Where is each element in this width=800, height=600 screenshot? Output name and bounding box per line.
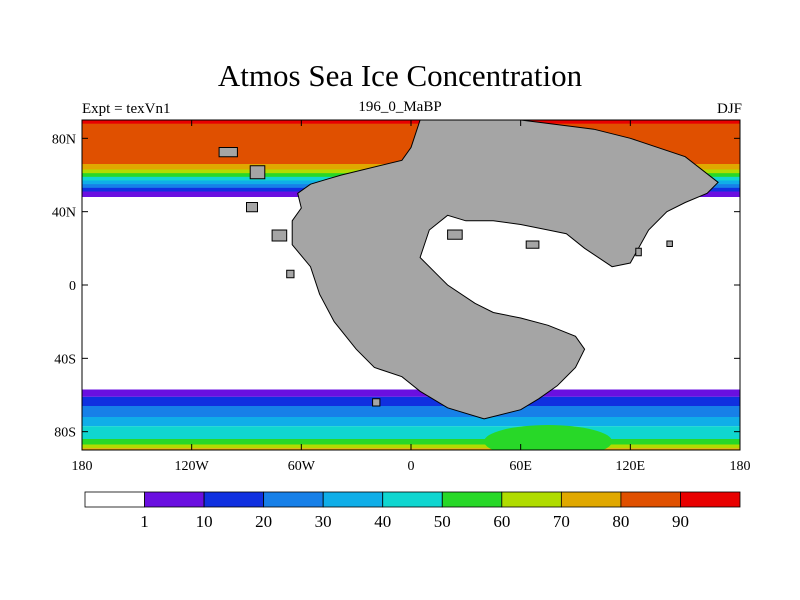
island	[666, 240, 673, 247]
island	[286, 269, 295, 279]
x-tick-label: 60E	[509, 459, 532, 474]
colorbar-label: 60	[493, 512, 510, 531]
x-tick-label: 180	[730, 459, 751, 474]
colorbar-segment	[501, 491, 562, 508]
map-axes: 180 120W 60W 0 60E 120E 180 80N 40N 0 40S 80S	[52, 119, 751, 474]
y-tick-label: 80N	[52, 132, 76, 147]
island	[525, 240, 540, 249]
x-tick-label: 120E	[616, 459, 646, 474]
colorbar-label: 40	[374, 512, 391, 531]
island	[246, 202, 258, 213]
colorbar-segment	[441, 491, 503, 508]
colorbar-label: 30	[315, 512, 332, 531]
colorbar-segment	[680, 491, 741, 508]
island	[271, 229, 288, 242]
colorbar-label: 70	[553, 512, 570, 531]
island	[635, 247, 642, 257]
colorbar-label: 1	[140, 512, 149, 531]
south-ice-band	[82, 396, 740, 406]
experiment-label: Expt = texVn1	[82, 101, 171, 117]
colorbar-segment	[560, 491, 622, 508]
x-tick-label: 60W	[288, 459, 316, 474]
x-tick-label: 0	[408, 459, 415, 474]
colorbar-segment	[263, 491, 324, 508]
y-tick-label: 40S	[54, 352, 76, 367]
south-ice-band	[82, 389, 740, 397]
colorbar-segment	[84, 491, 145, 508]
colorbar-segment	[322, 491, 384, 508]
island	[372, 398, 381, 407]
season-label: DJF	[716, 101, 742, 117]
south-ice-band	[82, 417, 740, 427]
colorbar-label: 90	[672, 512, 689, 531]
x-tick-label: 180	[72, 459, 93, 474]
colorbar-label: 20	[255, 512, 272, 531]
time-label: 196_0_MaBP	[358, 99, 442, 115]
south-ice-band	[82, 406, 740, 417]
y-tick-label: 40N	[52, 206, 76, 221]
x-tick-label: 120W	[175, 459, 210, 474]
colorbar-segment	[382, 491, 443, 508]
colorbar-segment	[144, 491, 205, 508]
colorbar-label: 80	[612, 512, 629, 531]
island	[249, 165, 266, 180]
y-tick-label: 80S	[54, 426, 76, 441]
island	[447, 229, 463, 240]
colorbar: 1 10 20 30 40 50 60 70 80 90	[84, 491, 741, 531]
south-ice-high-patch	[484, 425, 613, 450]
south-ice-band	[82, 439, 740, 445]
colorbar-label: 50	[434, 512, 451, 531]
colorbar-label: 10	[196, 512, 213, 531]
island	[218, 147, 238, 158]
south-ice-band	[82, 426, 740, 439]
colorbar-segment	[620, 491, 681, 508]
y-tick-label: 0	[69, 279, 76, 294]
land-mass	[218, 120, 719, 420]
continent	[291, 120, 719, 420]
page-title: Atmos Sea Ice Concentration	[217, 58, 583, 93]
colorbar-segment	[203, 491, 265, 508]
